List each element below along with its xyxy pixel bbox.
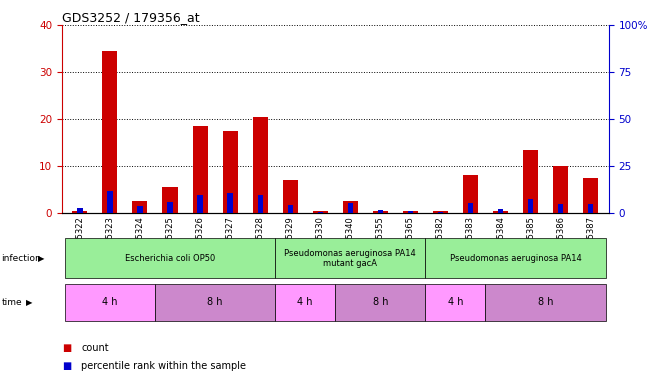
Bar (77, 209, 83, 213)
Bar (373, 211, 388, 213)
Bar (167, 202, 173, 213)
Bar (227, 194, 232, 213)
Bar (312, 211, 327, 213)
Bar (403, 211, 418, 213)
Text: infection: infection (1, 254, 41, 263)
Text: Escherichia coli OP50: Escherichia coli OP50 (125, 254, 215, 263)
Text: percentile rank within the sample: percentile rank within the sample (81, 361, 246, 371)
Bar (433, 211, 448, 213)
Bar (102, 51, 117, 213)
Bar (197, 195, 202, 213)
Text: Pseudomonas aeruginosa PA14
mutant gacA: Pseudomonas aeruginosa PA14 mutant gacA (284, 248, 416, 268)
Bar (283, 180, 298, 213)
Bar (223, 131, 238, 213)
Text: 4 h: 4 h (102, 297, 118, 308)
Text: time: time (1, 298, 22, 307)
Bar (588, 204, 593, 213)
Bar (493, 211, 508, 213)
Bar (193, 126, 208, 213)
Bar (132, 201, 148, 213)
Text: 8 h: 8 h (538, 297, 553, 308)
Text: count: count (81, 343, 109, 353)
Bar (288, 205, 293, 213)
Text: ■: ■ (62, 343, 71, 353)
Bar (558, 204, 563, 213)
Bar (163, 187, 178, 213)
Bar (468, 203, 473, 213)
Bar (258, 195, 263, 213)
Text: 4 h: 4 h (448, 297, 464, 308)
Text: 4 h: 4 h (298, 297, 313, 308)
Bar (437, 212, 443, 213)
Bar (498, 209, 503, 213)
Bar (137, 205, 143, 213)
Bar (553, 166, 568, 213)
Bar (253, 117, 268, 213)
Text: ▶: ▶ (38, 254, 44, 263)
Bar (72, 211, 87, 213)
Text: ▶: ▶ (26, 298, 33, 307)
Bar (378, 210, 383, 213)
Text: GDS3252 / 179356_at: GDS3252 / 179356_at (62, 11, 199, 24)
Bar (408, 211, 413, 213)
Text: Pseudomonas aeruginosa PA14: Pseudomonas aeruginosa PA14 (450, 254, 581, 263)
Bar (523, 150, 538, 213)
Bar (107, 192, 113, 213)
Bar (463, 175, 478, 213)
Bar (348, 203, 353, 213)
Text: 8 h: 8 h (207, 297, 223, 308)
Bar (583, 178, 598, 213)
Bar (528, 199, 533, 213)
Bar (318, 212, 323, 213)
Text: 8 h: 8 h (372, 297, 388, 308)
Bar (343, 201, 358, 213)
Text: ■: ■ (62, 361, 71, 371)
